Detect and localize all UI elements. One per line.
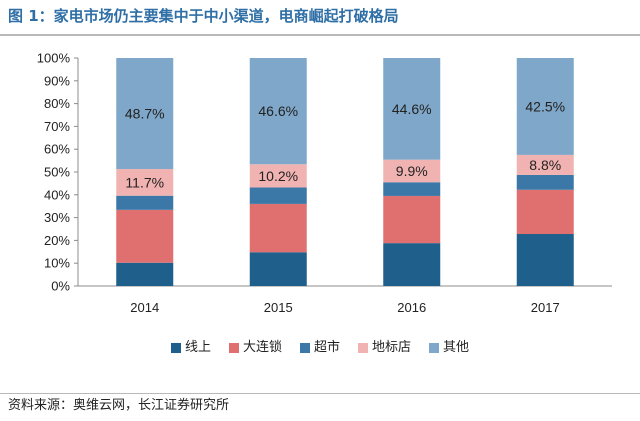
legend-label-online: 线上 [184, 340, 211, 355]
legend-swatch-other [429, 343, 440, 353]
y-tick-label: 50% [44, 165, 70, 180]
bar-segment [383, 195, 441, 244]
y-tick-label: 60% [44, 142, 70, 157]
bar-segment [249, 203, 307, 253]
bar-segment [116, 262, 174, 286]
bar-segment [516, 154, 574, 175]
bar-segment [516, 174, 574, 190]
y-tick-label: 10% [44, 256, 70, 271]
data-label: 10.2% [258, 168, 298, 184]
y-tick-label: 0% [51, 279, 70, 294]
bar-segment [249, 187, 307, 204]
bar-segment [249, 164, 307, 188]
data-label: 46.6% [258, 103, 298, 119]
data-label: 11.7% [125, 174, 164, 190]
y-tick-label: 40% [44, 187, 70, 202]
legend-item-supermarket: 超市 [299, 339, 340, 357]
y-tick-label: 70% [44, 119, 70, 134]
legend-label-major-chain: 大连锁 [242, 340, 282, 355]
y-tick-label: 20% [44, 233, 70, 248]
chart-title: 图 1：家电市场仍主要集中于中小渠道，电商崛起打破格局 [8, 7, 399, 25]
source-divider [0, 393, 640, 394]
bar-segment [116, 169, 174, 196]
bar-segment [116, 195, 174, 210]
bar-segment [383, 159, 441, 183]
legend-item-major-chain: 大连锁 [228, 339, 282, 357]
data-label: 42.5% [525, 98, 565, 114]
bar-segment [249, 58, 307, 165]
bar-segment [516, 189, 574, 235]
bar-segment [516, 234, 574, 286]
legend-swatch-supermarket [299, 343, 310, 353]
bar-segment [383, 58, 441, 160]
legend-label-landmark-store: 地标店 [372, 340, 412, 355]
bar-segment [516, 58, 574, 155]
legend-swatch-major-chain [228, 343, 239, 353]
legend-label-supermarket: 超市 [313, 340, 340, 355]
bar-segment [116, 209, 174, 263]
x-tick-label: 2015 [264, 300, 293, 315]
data-label: 9.9% [396, 163, 428, 179]
source-note: 资料来源：奥维云网，长江证券研究所 [8, 398, 230, 413]
y-tick-label: 30% [44, 210, 70, 225]
data-label: 44.6% [392, 101, 432, 117]
title-divider [0, 34, 640, 36]
x-tick-label: 2014 [130, 300, 159, 315]
y-tick-label: 80% [44, 96, 70, 111]
x-tick-label: 2017 [531, 300, 560, 315]
y-tick-label: 90% [44, 73, 70, 88]
legend-label-other: 其他 [443, 340, 470, 355]
legend-swatch-landmark-store [358, 343, 368, 353]
bar-segment [383, 182, 441, 196]
legend-item-other: 其他 [429, 339, 469, 357]
data-label: 8.8% [529, 157, 561, 173]
legend-item-online: 线上 [170, 339, 211, 357]
chart-legend: 线上 大连锁 超市 地标店 其他 [0, 339, 640, 357]
x-tick-label: 2016 [397, 300, 426, 315]
stacked-bar-chart: 0% 10% 20% 30% 40% 50% 60% 70% 80% 90% 100% 48.7% 11… [37, 51, 612, 315]
y-tick-label: 100% [37, 51, 71, 66]
legend-swatch-online [170, 343, 181, 353]
data-label: 48.7% [125, 106, 165, 122]
bar-segment [383, 243, 441, 286]
bar-segment [249, 252, 307, 286]
bar-segment [116, 58, 174, 170]
legend-item-landmark-store: 地标店 [358, 339, 411, 357]
